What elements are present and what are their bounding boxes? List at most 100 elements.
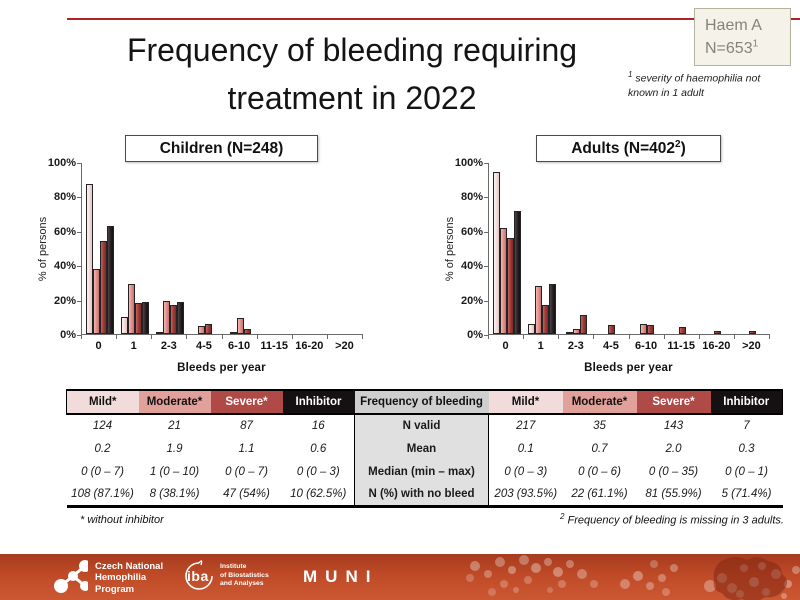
- bar-moderate-0: [92, 269, 100, 334]
- bar-severe-4-5: [608, 325, 616, 334]
- bar-mild-6-10: [229, 332, 237, 334]
- bar-mild-0: [85, 184, 93, 334]
- chart-title: Adults (N=4022): [536, 135, 721, 163]
- muni-logo: MUNI: [303, 567, 379, 586]
- footer-bar: Czech National Hemophilia Program iba In…: [0, 554, 800, 600]
- bar-severe-1: [134, 303, 142, 334]
- table-cell: 0 (0 – 3): [504, 465, 548, 478]
- y-tick-mark: [77, 231, 81, 233]
- x-tick-label: 1: [130, 340, 137, 352]
- x-tick-label: 16-20: [702, 340, 731, 352]
- bar-inhibitor-1: [548, 284, 556, 334]
- bar-mild-2-3: [566, 332, 574, 334]
- table-cell: 81 (55.9%): [636, 483, 711, 508]
- table-cell: 21: [168, 420, 181, 432]
- table-header-cell: Inhibitor: [710, 389, 783, 415]
- y-tick-mark: [484, 197, 488, 199]
- x-tick-label: 6-10: [228, 340, 251, 352]
- y-tick-label: 40%: [53, 260, 76, 273]
- chart-title-text: Children (N=248): [159, 140, 284, 158]
- table-cell: 0.7: [591, 442, 608, 455]
- iba-logo-text: Institute of Biostatistics and Analyses: [220, 563, 269, 588]
- chart-title-text: ): [680, 140, 686, 158]
- czech-map-silhouette: [713, 557, 787, 600]
- bar-group-0: [82, 162, 117, 334]
- bar-severe-1: [541, 305, 549, 334]
- x-tick-mark: [769, 335, 770, 339]
- table-cell: 7: [743, 420, 750, 432]
- table-cell: 87: [240, 420, 253, 432]
- x-tick-label: >20: [335, 340, 354, 352]
- bar-severe-0: [506, 238, 514, 334]
- bar-severe->20: [748, 331, 756, 334]
- table-cell: 1.9: [166, 442, 183, 455]
- x-tick-label: 11-15: [667, 340, 695, 352]
- table-cell: 1.1: [238, 442, 255, 455]
- haem-a-badge: Haem A N=6531: [694, 8, 791, 66]
- bar-moderate-1: [127, 284, 135, 334]
- table-row-label: N (%) with no bleed: [354, 483, 489, 508]
- x-tick-label: 4-5: [195, 340, 212, 352]
- y-axis-label: % of persons: [37, 216, 49, 282]
- x-axis-label: Bleeds per year: [177, 362, 266, 374]
- y-tick-mark: [77, 266, 81, 268]
- table-cell: 217: [516, 420, 536, 432]
- bar-group-2-3: [559, 162, 594, 334]
- table-cell: 0 (0 – 7): [225, 465, 268, 478]
- y-tick-label: 20%: [53, 294, 76, 307]
- x-tick-mark: [186, 335, 188, 339]
- y-tick-label: 60%: [53, 225, 76, 238]
- x-tick-mark: [663, 335, 665, 339]
- table-cell: 108 (87.1%): [66, 483, 139, 508]
- table-header-cell: Inhibitor: [282, 389, 355, 415]
- x-tick-mark: [291, 335, 293, 339]
- chart-title-text: Adults (N=402: [571, 140, 676, 158]
- bar-mild-2-3: [155, 332, 163, 334]
- table-header-cell: Mild*: [488, 389, 563, 415]
- table-cell: 5 (71.4%): [710, 483, 783, 508]
- bar-group-11-15: [258, 162, 293, 334]
- y-tick-label: 20%: [460, 294, 483, 307]
- bar-inhibitor-1: [141, 302, 149, 334]
- bar-severe-4-5: [204, 324, 212, 334]
- plot-area: [81, 163, 363, 335]
- bar-severe-2-3: [580, 315, 588, 334]
- y-tick-mark: [484, 300, 488, 302]
- y-tick-mark: [77, 163, 81, 164]
- bar-group-6-10: [630, 162, 665, 334]
- table-header-cell: Severe*: [636, 389, 711, 415]
- y-tick-mark: [77, 197, 81, 199]
- table-cell: 0.1: [517, 442, 534, 455]
- table-header-cell: Frequency of bleeding: [354, 389, 489, 415]
- cnhp-logo: Czech National Hemophilia Program: [52, 558, 163, 598]
- bar-moderate-0: [499, 228, 507, 334]
- table-header-cell: Severe*: [210, 389, 283, 415]
- y-tick-label: 80%: [460, 191, 483, 204]
- y-tick-mark: [77, 300, 81, 302]
- x-tick-label: 11-15: [260, 340, 288, 352]
- table-row-label: Median (min – max): [354, 460, 489, 483]
- chart-title-sup: 2: [675, 139, 681, 150]
- x-tick-mark: [256, 335, 258, 339]
- table-cell: 203 (93.5%): [488, 483, 563, 508]
- left-accent-bar: [0, 0, 37, 127]
- frequency-table: Mild* Moderate* Severe* Inhibitor Frequency …: [66, 389, 783, 508]
- table-header-cell: Moderate*: [562, 389, 637, 415]
- table-row: 0 (0 – 7) 1 (0 – 10) 0 (0 – 7) 0 (0 – 3) Med…: [67, 460, 783, 483]
- bar-moderate-6-10: [640, 324, 648, 334]
- bar-severe-11-15: [678, 327, 686, 334]
- table-cell: 0.3: [738, 442, 755, 455]
- badge-line2: N=6531: [705, 38, 759, 58]
- x-tick-label: 16-20: [295, 340, 324, 352]
- plot-area: [488, 163, 770, 335]
- table-cell: 0 (0 – 6): [578, 465, 621, 478]
- x-tick-mark: [151, 335, 153, 339]
- bar-severe-0: [99, 241, 107, 334]
- chart-title: Children (N=248): [124, 135, 319, 163]
- bar-severe-2-3: [169, 305, 177, 334]
- table-cell: 35: [593, 420, 606, 432]
- bar-group-1: [117, 162, 152, 334]
- bar-moderate-4-5: [197, 326, 205, 334]
- x-tick-label: 0: [502, 340, 509, 352]
- bar-mild-0: [492, 172, 500, 334]
